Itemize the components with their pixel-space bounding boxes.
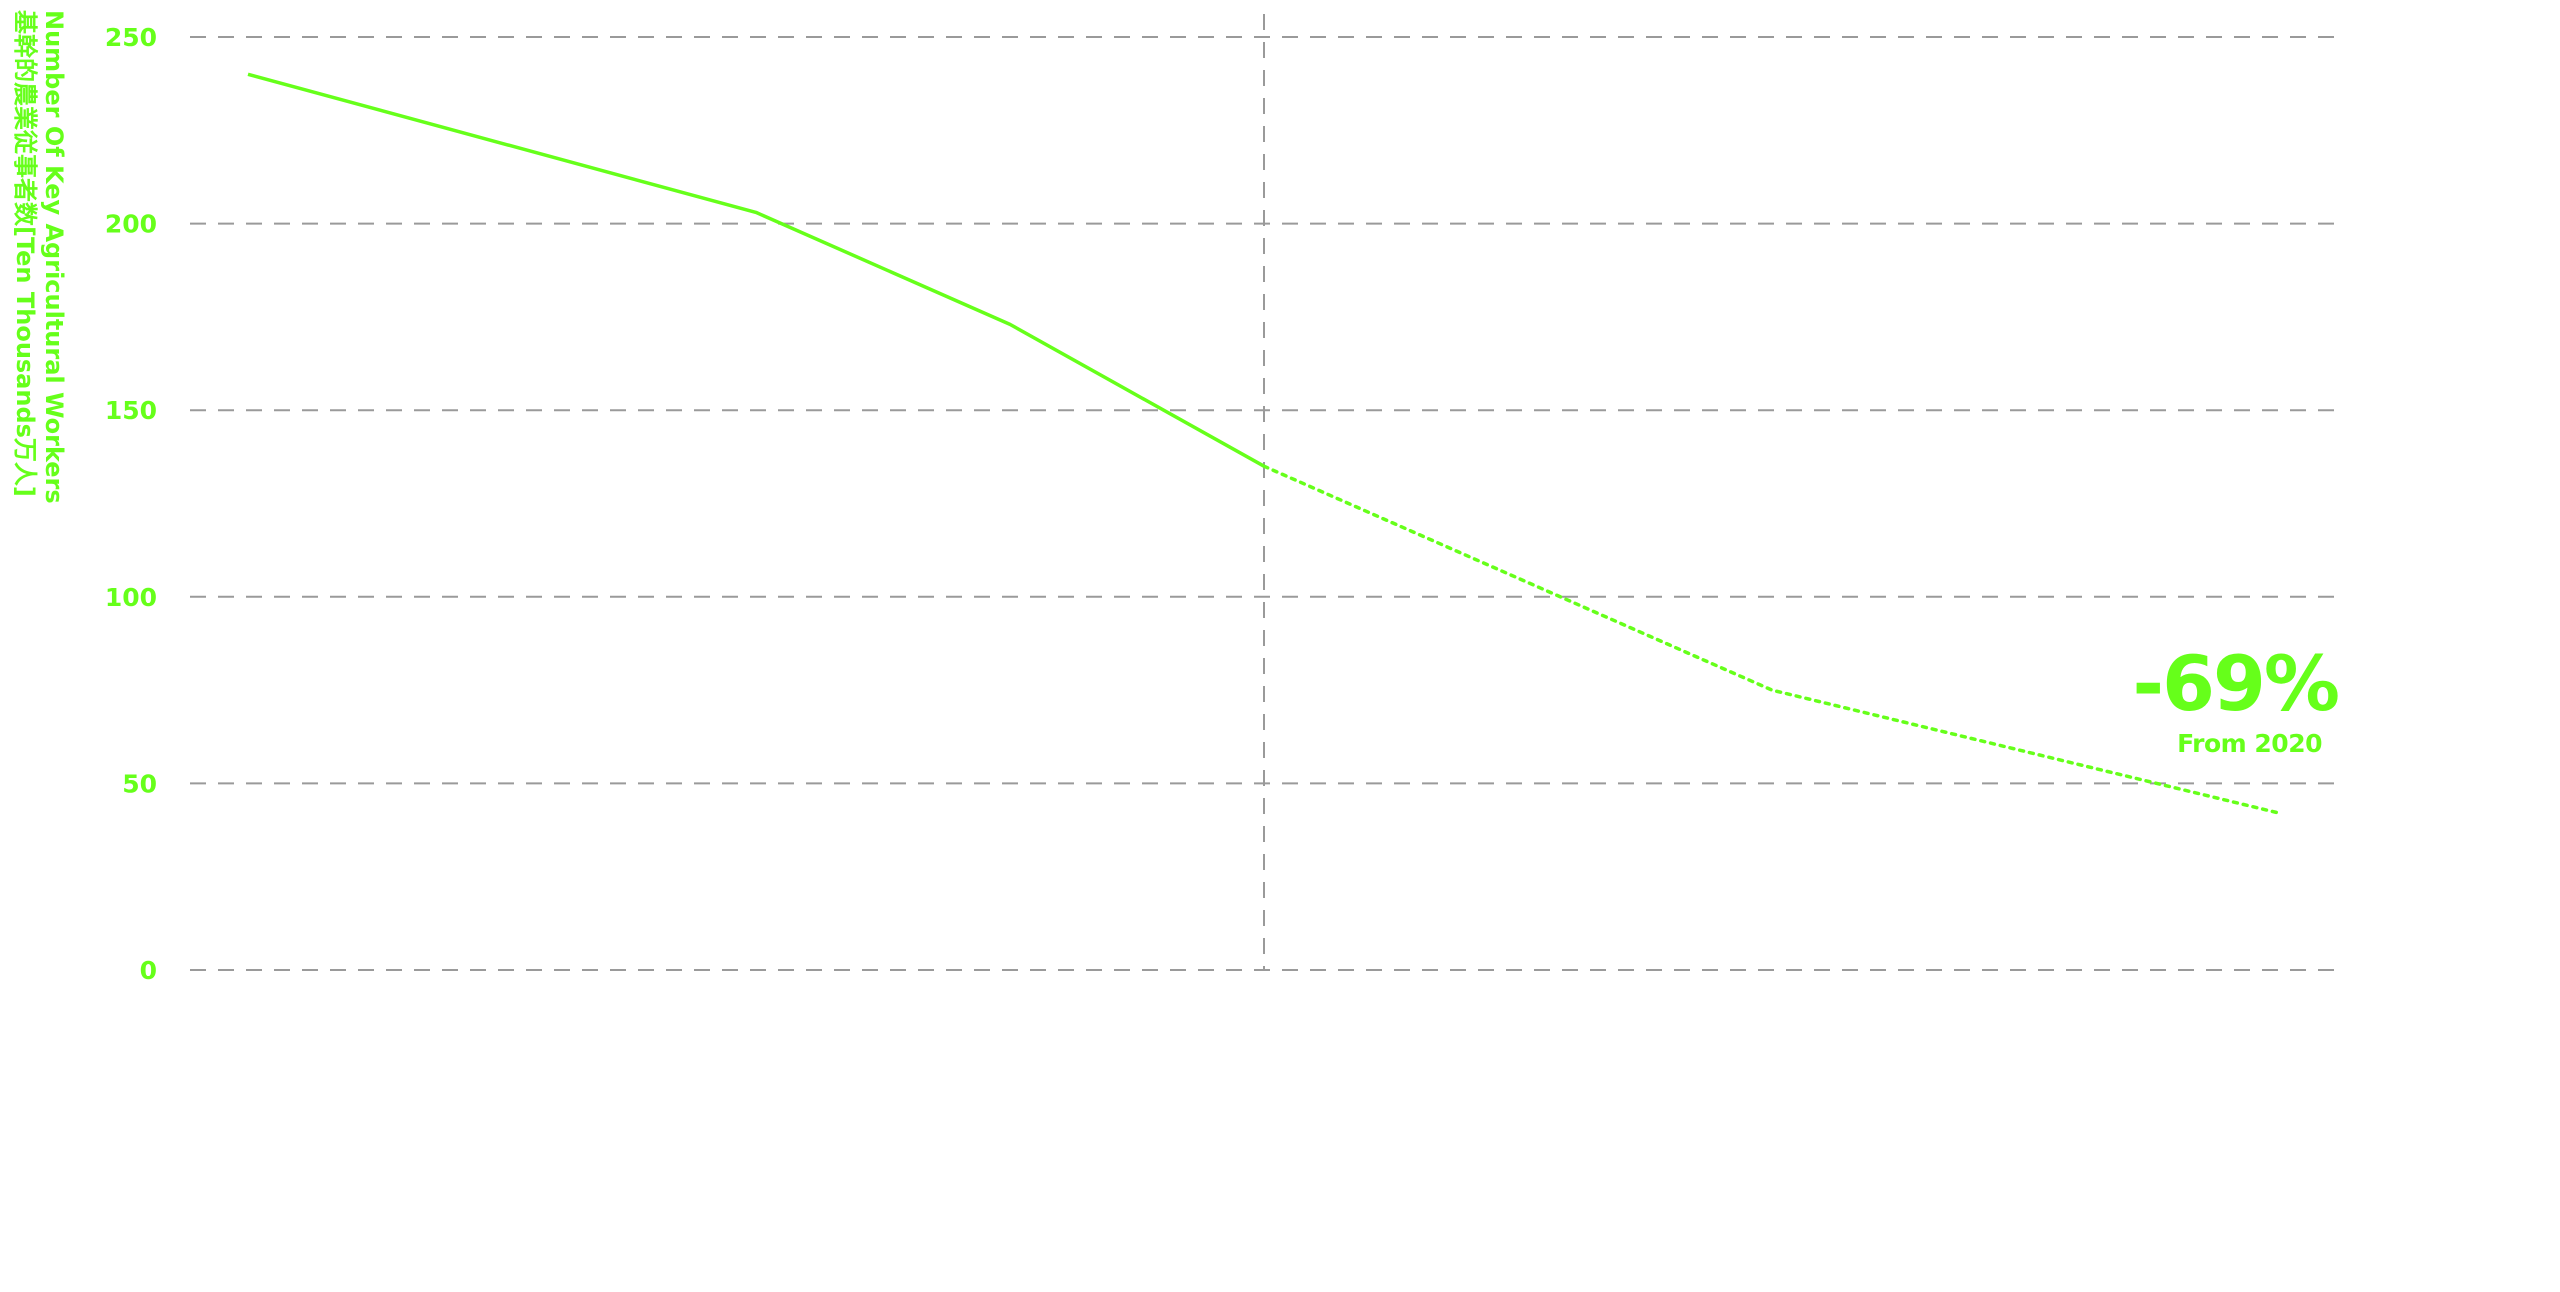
- y-tick-label: 250: [105, 23, 157, 52]
- y-axis-label-zh: 基幹的農業従事者数[Ten Thousands万人]: [11, 10, 39, 497]
- gridlines: [190, 36, 2346, 971]
- y-axis-label-en: Number Of Key Agricultural Workers: [40, 10, 68, 504]
- series-lines: [247, 72, 2282, 816]
- change-annotation: -69% From 2020: [2133, 639, 2340, 758]
- y-tick-label: 50: [122, 769, 157, 798]
- series-line-dotted: [1262, 464, 2282, 816]
- y-axis-ticks: 250 200 150 100 50 0: [105, 23, 157, 985]
- percent-change: -69%: [2133, 639, 2338, 728]
- y-tick-label: 100: [105, 583, 157, 612]
- y-tick-label: 200: [105, 210, 157, 239]
- y-axis-label: Number Of Key Agricultural Workers 基幹的農業…: [11, 10, 68, 504]
- y-tick-label: 0: [140, 956, 157, 985]
- change-baseline-label: From 2020: [2177, 729, 2322, 758]
- y-tick-label: 150: [105, 396, 157, 425]
- series-line-solid: [247, 72, 1265, 468]
